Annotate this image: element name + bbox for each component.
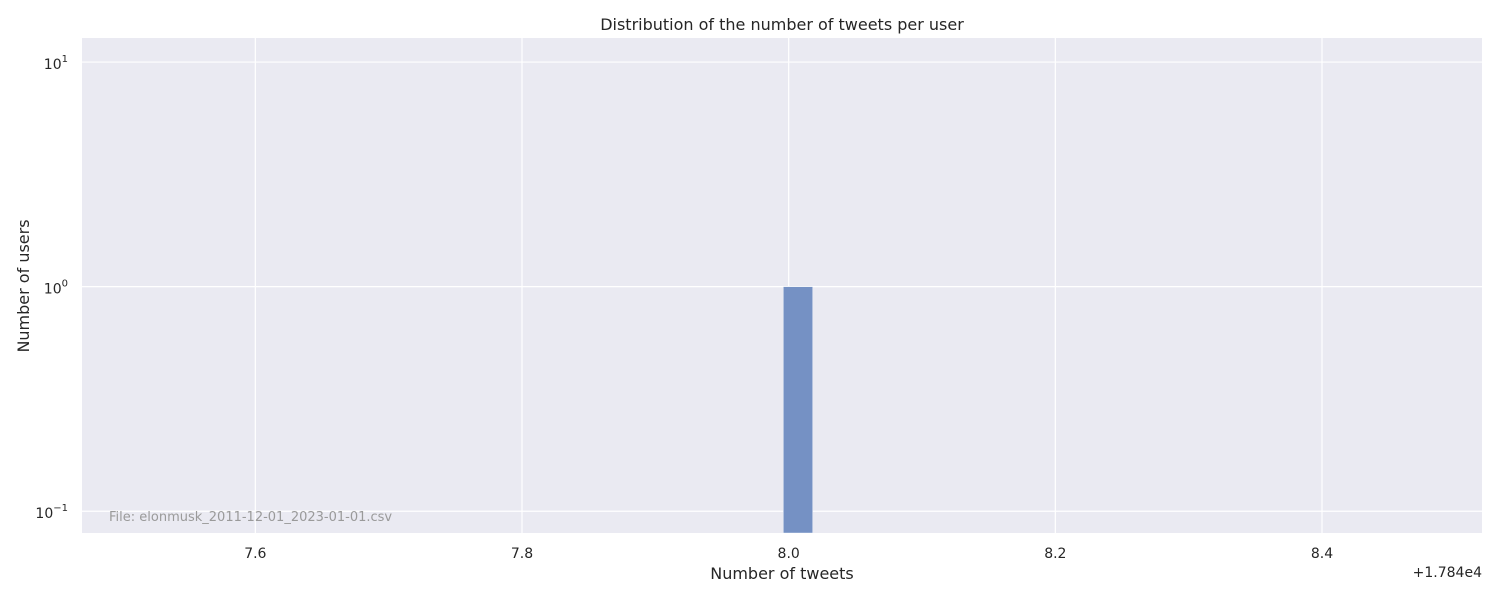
- x-axis-label: Number of tweets: [710, 564, 854, 583]
- x-tick-label: 8.4: [1311, 546, 1333, 562]
- y-tick-label: 10−1: [35, 503, 68, 522]
- grid-lines: [82, 38, 1482, 533]
- plot-background: [82, 38, 1482, 533]
- x-tick-label: 7.8: [511, 546, 533, 562]
- x-tick-label: 7.6: [244, 546, 266, 562]
- file-annotation: File: elonmusk_2011-12-01_2023-01-01.csv: [109, 510, 392, 525]
- y-axis-label: Number of users: [14, 219, 33, 352]
- x-tick-label: 8.0: [778, 546, 800, 562]
- histogram-bar: [783, 286, 813, 534]
- bars-group: [783, 286, 813, 534]
- x-tick-labels: 7.6 7.8 8.0 8.2 8.4: [244, 546, 1333, 562]
- y-tick-label: 101: [44, 54, 68, 73]
- chart-title: Distribution of the number of tweets per…: [600, 15, 964, 34]
- y-tick-label: 100: [44, 279, 68, 298]
- x-tick-label: 8.2: [1044, 546, 1066, 562]
- y-tick-labels: 10−1 100 101: [35, 54, 68, 522]
- x-offset-label: +1.784e4: [1413, 565, 1482, 581]
